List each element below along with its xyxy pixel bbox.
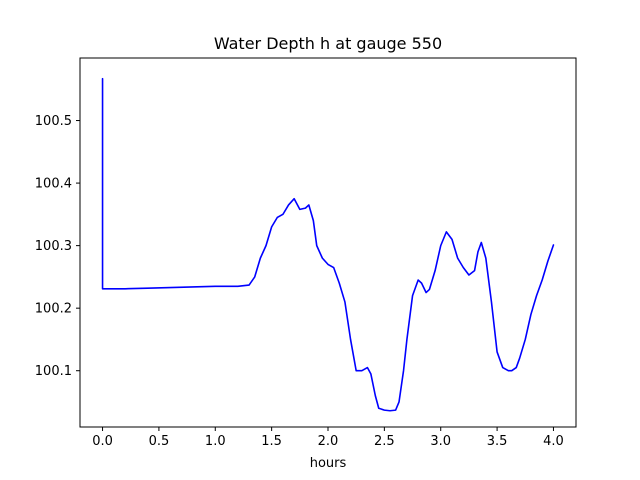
y-tick-label: 100.5 (35, 114, 72, 129)
x-tick-label: 2.5 (374, 434, 395, 449)
y-tick-label: 100.1 (35, 364, 72, 379)
x-tick-label: 1.5 (261, 434, 282, 449)
x-tick-label: 1.0 (205, 434, 226, 449)
x-tick-label: 3.5 (487, 434, 508, 449)
y-tick-label: 100.4 (35, 177, 72, 192)
x-tick-label: 4.0 (543, 434, 564, 449)
y-tick-label: 100.2 (35, 302, 72, 317)
y-tick-label: 100.3 (35, 239, 72, 254)
axes-frame (79, 57, 577, 428)
x-tick-label: 0.5 (149, 434, 170, 449)
series-line (101, 77, 555, 412)
x-tick-label: 3.0 (430, 434, 451, 449)
x-tick-label: 2.0 (318, 434, 339, 449)
x-axis-label: hours (310, 456, 347, 471)
x-tick-label: 0.0 (92, 434, 113, 449)
chart-title: Water Depth h at gauge 550 (214, 34, 442, 53)
tick-layer: 0.0 0.5 1.0 1.5 2.0 2.5 3.0 3.5 4.0 100.1 100.2 100… (35, 114, 564, 449)
plot-layer (101, 77, 555, 412)
